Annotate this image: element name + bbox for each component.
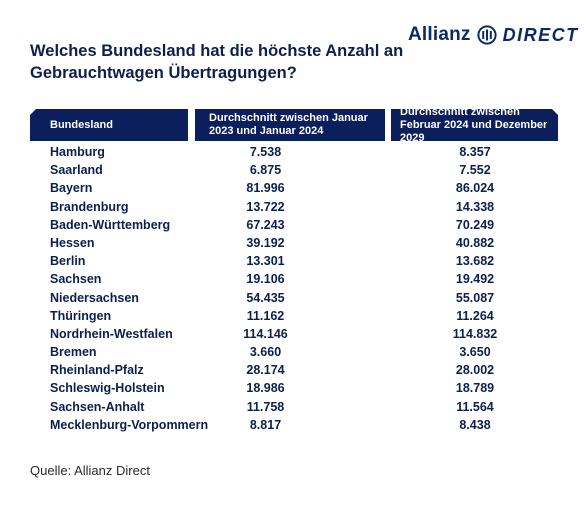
cell-period-1: 11.758 [246,399,285,414]
cell-period-2: 18.789 [455,381,495,396]
cell-bundesland: Baden-Württemberg [50,217,171,232]
table-row: Hamburg 7.538 8.357 [30,143,560,161]
table-row: Bremen 3.660 3.650 [30,343,560,361]
cell-period-2: 114.832 [452,326,498,341]
cell-period-2: 55.087 [455,290,495,305]
logo-product-text: DIRECT [502,24,579,45]
cell-period-2: 28.002 [455,363,495,378]
table-row: Bayern 81.996 86.024 [30,179,560,197]
cell-bundesland: Rheinland-Pfalz [50,363,144,378]
cell-bundesland: Hamburg [50,145,105,159]
cell-period-2: 8.438 [459,417,491,432]
table-row: Schleswig-Holstein 18.986 18.789 [30,379,560,397]
cell-period-1: 11.162 [246,308,285,323]
table-row: Sachsen 19.106 19.492 [30,270,560,288]
cell-period-2: 86.024 [455,181,495,196]
cell-bundesland: Brandenburg [50,199,129,214]
cell-period-1: 3.660 [249,345,282,360]
table-row: Hessen 39.192 40.882 [30,234,560,252]
cell-period-1: 18.986 [246,381,285,396]
cell-bundesland: Saarland [50,163,103,178]
cell-period-1: 28.174 [246,363,285,378]
allianz-eagle-icon [477,25,497,45]
cell-bundesland: Schleswig-Holstein [50,381,165,396]
cell-bundesland: Bayern [50,181,93,196]
cell-period-2: 11.264 [456,308,494,323]
cell-bundesland: Sachsen [50,272,102,287]
table-row: Brandenburg 13.722 14.338 [30,198,560,216]
header-bundesland: Bundesland [30,109,188,141]
cell-period-1: 19.106 [246,272,285,287]
cell-period-1: 13.301 [246,254,285,269]
table-row: Baden-Württemberg 67.243 70.249 [30,216,560,234]
cell-period-1: 81.996 [246,181,285,196]
table-row: Sachsen-Anhalt 11.758 11.564 [30,398,560,416]
table-row: Thüringen 11.162 11.264 [30,307,560,325]
cell-bundesland: Bremen [50,345,97,360]
cell-period-2: 70.249 [455,217,495,232]
cell-period-2: 7.552 [459,163,491,178]
cell-period-1: 6.875 [249,163,282,178]
logo-brand-text: Allianz [408,24,471,45]
cell-period-1: 39.192 [246,235,285,250]
table-body: Hamburg 7.538 8.357 Saarland 6.875 7.552 Bayer… [30,143,560,434]
cell-bundesland: Thüringen [50,308,112,323]
cell-period-1: 67.243 [246,217,285,232]
cell-period-2: 40.882 [455,235,495,250]
cell-period-2: 11.564 [456,399,494,414]
cell-bundesland: Nordrhein-Westfalen [50,326,173,341]
cell-bundesland: Niedersachsen [50,290,139,305]
table-row: Saarland 6.875 7.552 [30,161,560,179]
cell-period-2: 3.650 [459,345,491,360]
table-row: Berlin 13.301 13.682 [30,252,560,270]
cell-period-1: 54.435 [246,290,285,305]
source-note: Quelle: Allianz Direct [30,463,150,478]
table-header: Bundesland Durchschnitt zwischen Januar … [30,109,560,141]
allianz-direct-logo: Allianz DIRECT [408,24,579,46]
table-row: Niedersachsen 54.435 55.087 [30,289,560,307]
cell-bundesland: Berlin [50,254,86,269]
cell-period-1: 13.722 [246,199,285,214]
table-row: Rheinland-Pfalz 28.174 28.002 [30,361,560,379]
cell-period-1: 8.817 [249,417,282,432]
table-row: Nordrhein-Westfalen 114.146 114.832 [30,325,560,343]
cell-period-2: 8.357 [459,145,491,159]
cell-period-2: 13.682 [455,254,495,269]
cell-period-1: 114.146 [243,326,288,341]
cell-period-2: 14.338 [455,199,495,214]
cell-period-1: 7.538 [249,145,282,159]
cell-bundesland: Mecklenburg-Vorpommern [50,417,209,432]
cell-bundesland: Hessen [50,235,95,250]
cell-bundesland: Sachsen-Anhalt [50,399,145,414]
header-period-1: Durchschnitt zwischen Januar 2023 und Ja… [195,109,385,141]
header-period-2: Durchschnitt zwischen Februar 2024 und D… [391,109,558,141]
page-title: Welches Bundesland hat die höchste Anzah… [30,42,404,82]
cell-period-2: 19.492 [455,272,495,287]
table-row: Mecklenburg-Vorpommern 8.817 8.438 [30,416,560,434]
